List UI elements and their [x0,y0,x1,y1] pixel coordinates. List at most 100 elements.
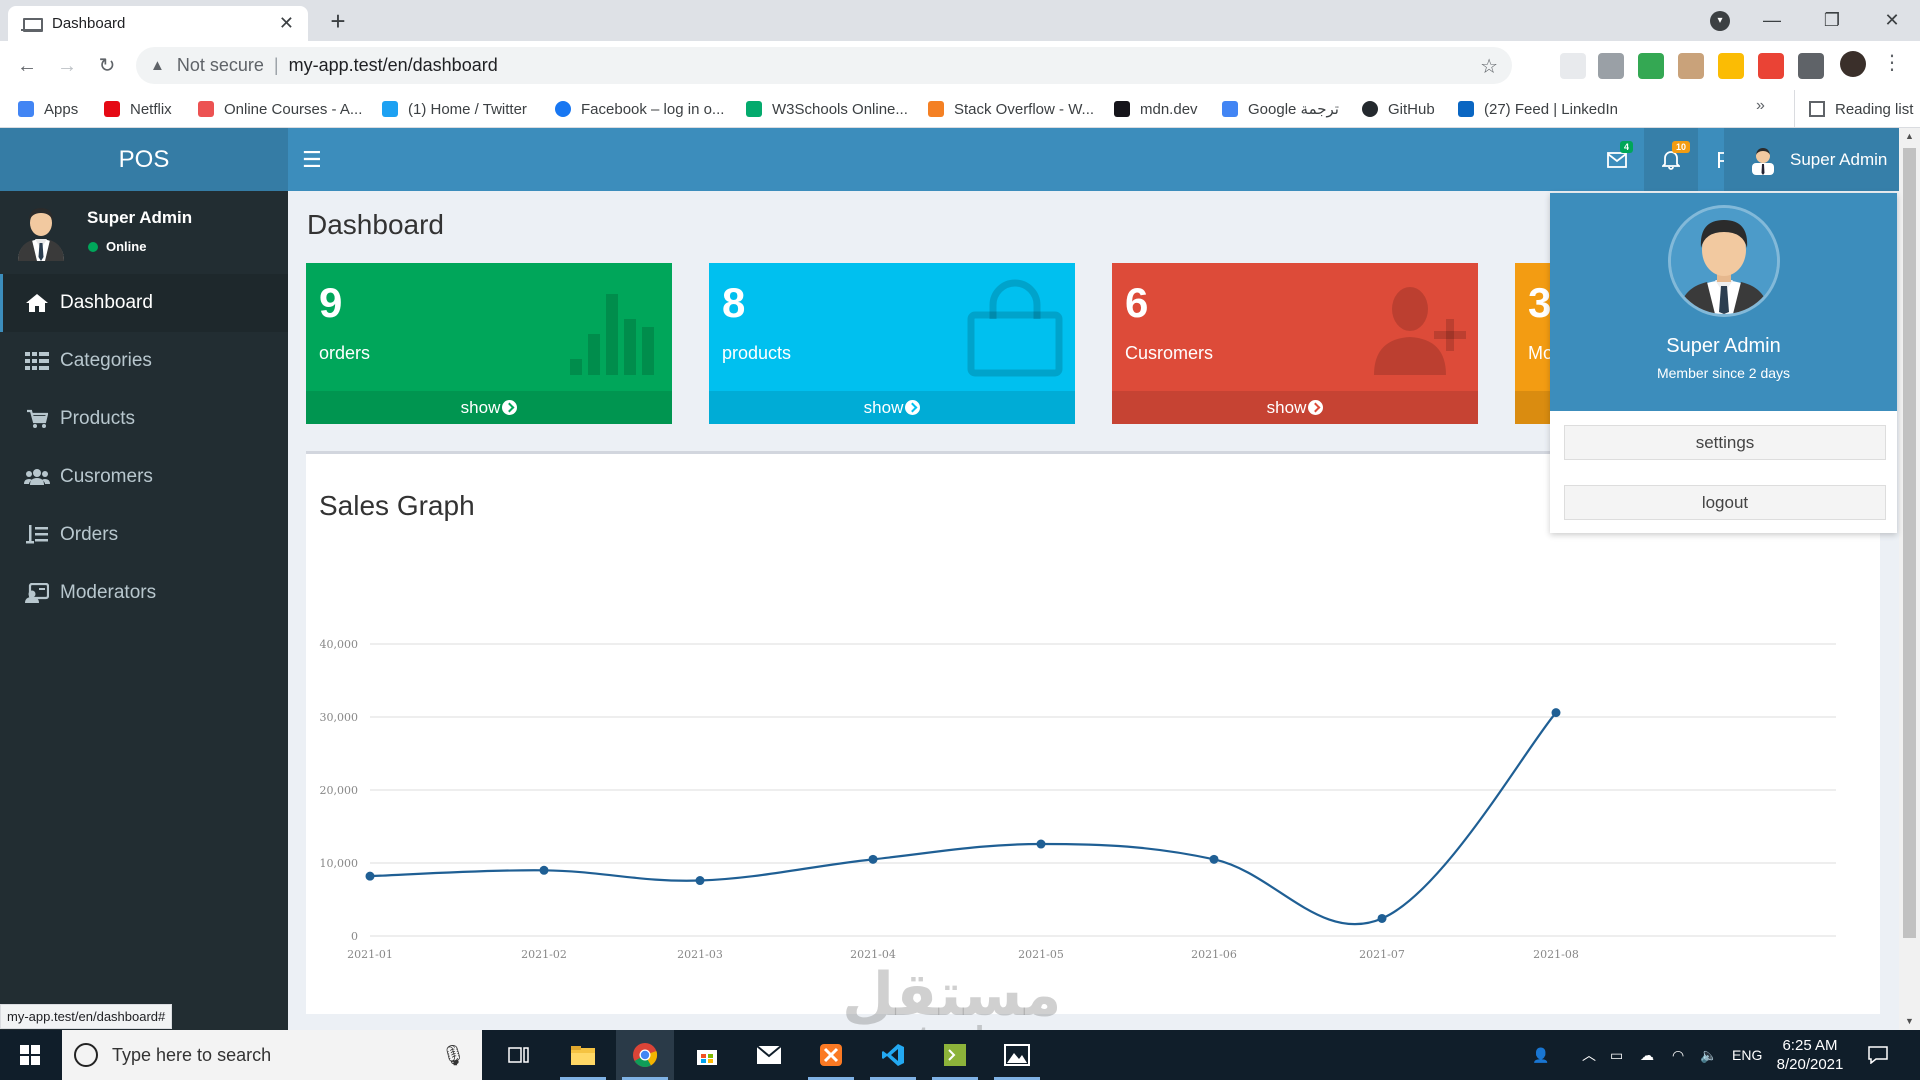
xampp-icon[interactable] [802,1030,860,1080]
taskbar-clock[interactable]: 6:25 AM 8/20/2021 [1760,1036,1860,1074]
json-extension-icon[interactable] [1718,53,1744,79]
language-indicator[interactable]: ENG [1732,1047,1763,1063]
volume-icon[interactable]: 🔈 [1700,1046,1718,1063]
bookmark-twitter[interactable]: (1) Home / Twitter [382,90,527,128]
url-text[interactable]: my-app.test/en/dashboard [288,55,498,75]
data-point [695,876,705,886]
bookmark-google-translate[interactable]: Google ترجمة [1222,90,1339,128]
app-logo[interactable]: POS [0,128,288,191]
browser-tab[interactable]: Dashboard ✕ [8,6,308,41]
restore-icon[interactable]: ❐ [1823,10,1841,30]
tab-close-icon[interactable]: ✕ [278,13,294,33]
sidebar-item-label: Dashboard [60,292,153,313]
puzzle-icon[interactable] [1798,53,1824,79]
customers-show-link[interactable]: show [1112,391,1478,424]
logout-button[interactable]: logout [1564,485,1886,520]
bookmark-mdn[interactable]: mdn.dev [1114,90,1198,128]
clock-date: 8/20/2021 [1776,1056,1844,1073]
mail-icon[interactable] [740,1030,798,1080]
page-scrollbar[interactable]: ▲ ▼ [1899,128,1920,1030]
wifi-icon[interactable]: ◠ [1672,1046,1685,1063]
tray-chevron-icon[interactable]: ︿ [1582,1047,1596,1063]
y-tick-label: 40,000 [320,638,359,651]
customers-label: Cusromers [1125,343,1214,363]
messages-button[interactable]: 4 [1590,128,1644,191]
windows-start-icon[interactable] [10,1030,50,1080]
taskbar-search[interactable]: Type here to search 🎙 [62,1030,482,1080]
box-extension-icon[interactable] [1678,53,1704,79]
orders-show-link[interactable]: show [306,391,672,424]
notification-center-icon[interactable] [1868,1030,1888,1080]
photos-icon[interactable] [988,1030,1046,1080]
forward-icon[interactable]: → [57,55,77,77]
sidebar-item-categories[interactable]: Categories [0,332,288,390]
sales-line-chart: 0 10,000 20,000 30,000 40,000 2021-01 2021-02 2… [320,638,1836,961]
x-tick-label: 2021-03 [677,948,723,961]
user-menu-button[interactable]: Super Admin [1724,128,1899,191]
clock-time: 6:25 AM [1782,1037,1838,1054]
people-icon[interactable]: 👤 [1532,1046,1550,1063]
sidebar-toggle-icon[interactable]: ☰ [302,147,322,172]
sidebar-item-label: Cusromers [60,466,153,487]
color-extension-icon[interactable] [1758,53,1784,79]
products-show-link[interactable]: show [709,391,1075,424]
more-menu-icon[interactable]: ⋮ [1882,52,1902,74]
notifications-button[interactable]: 10 [1644,128,1698,191]
bookmark-netflix[interactable]: Netflix [104,90,172,128]
reload-icon[interactable]: ↻ [98,55,116,77]
bookmark-udemy[interactable]: Online Courses - A... [198,90,362,128]
sidebar-item-products[interactable]: Products [0,390,288,448]
sales-graph-box: Sales Graph 0 10,000 20,000 30,000 40,000 202… [306,451,1880,1014]
store-icon[interactable] [678,1030,736,1080]
file-explorer-icon[interactable] [554,1030,612,1080]
terminal-icon[interactable] [926,1030,984,1080]
bookmark-linkedin[interactable]: (27) Feed | LinkedIn [1458,90,1618,128]
chrome-icon[interactable] [616,1030,674,1080]
y-tick-label: 20,000 [320,784,359,797]
dollar-extension-icon[interactable] [1638,53,1664,79]
apps-grid-icon [18,101,34,117]
nav-user-name: Super Admin [1790,149,1888,169]
not-secure-label[interactable]: Not secure [176,55,264,75]
bookmark-facebook[interactable]: Facebook – log in o... [555,90,724,128]
extension-icon[interactable] [1560,53,1586,79]
bookmark-stackoverflow[interactable]: Stack Overflow - W... [928,90,1094,128]
app: POS ☰ 4 10 Super Admin [0,128,1920,1030]
camera-icon[interactable] [1598,53,1624,79]
sidebar-item-customers[interactable]: Cusromers [0,448,288,506]
bookmarks-more-icon[interactable]: » [1756,97,1765,114]
sidebar-item-dashboard[interactable]: Dashboard [0,274,288,332]
data-point [539,865,549,875]
sidebar-item-moderators[interactable]: Moderators [0,564,288,622]
microphone-icon[interactable]: 🎙 [440,1044,466,1067]
settings-button[interactable]: settings [1564,425,1886,460]
x-tick-label: 2021-05 [1018,948,1064,961]
bookmark-w3schools[interactable]: W3Schools Online... [746,90,908,128]
tab-search-icon[interactable]: ▾ [1710,11,1730,31]
reading-list[interactable]: Reading list [1794,90,1913,128]
sidebar-user-name: Super Admin [87,208,193,227]
sidebar-item-orders[interactable]: Orders [0,506,288,564]
bookmark-github[interactable]: GitHub [1362,90,1435,128]
bookmark-apps[interactable]: Apps [18,90,78,128]
back-icon[interactable]: ← [17,55,37,77]
window-close-icon[interactable]: ✕ [1884,10,1900,30]
profile-avatar[interactable] [1840,51,1866,77]
new-tab-button[interactable]: + [330,6,346,36]
scroll-up-icon[interactable]: ▲ [1905,131,1914,141]
facebook-icon [555,101,571,117]
home-icon [22,293,52,313]
minimize-icon[interactable]: — [1763,10,1781,30]
online-dot-icon [88,241,98,252]
scroll-down-icon[interactable]: ▼ [1905,1016,1914,1026]
warning-icon[interactable]: ▲ [150,57,165,74]
bookmark-star-icon[interactable]: ☆ [1480,56,1498,78]
scrollbar-thumb[interactable] [1903,148,1916,938]
battery-icon[interactable]: ▭ [1610,1046,1624,1063]
onedrive-icon[interactable]: ☁ [1640,1046,1654,1063]
sidebar-item-label: Products [60,408,135,429]
x-tick-label: 2021-06 [1191,948,1237,961]
vscode-icon[interactable] [864,1030,922,1080]
task-view-icon[interactable] [490,1030,548,1080]
address-bar[interactable]: ▲ Not secure | my-app.test/en/dashboard … [136,47,1512,84]
